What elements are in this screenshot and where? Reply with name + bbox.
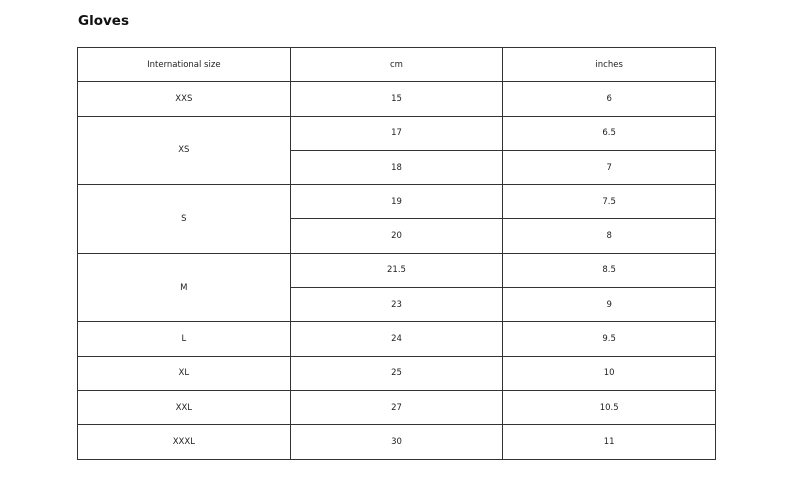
inches-cell: 11 — [502, 424, 716, 460]
cm-cell: 27 — [289, 389, 504, 426]
gloves-size-table: International size cm inches XXS 15 6 XS 17 6… — [77, 46, 716, 460]
size-cell: XXS — [77, 81, 291, 117]
size-cell: M — [77, 252, 291, 323]
table-row: XXL 27 10.5 — [77, 389, 716, 426]
table-row: L 24 9.5 — [77, 321, 716, 357]
cm-cell: 25 — [289, 355, 504, 391]
header-cm: cm — [289, 46, 504, 83]
cm-cell: 21.5 — [289, 252, 504, 289]
cm-cell: 15 — [289, 81, 504, 117]
inches-cell: 10.5 — [502, 389, 716, 426]
table-row: 23 9 — [78, 287, 716, 323]
size-cell: L — [77, 321, 291, 357]
cm-cell: 17 — [289, 115, 504, 151]
cm-cell: 24 — [289, 321, 504, 357]
size-cell: XXXL — [77, 424, 291, 460]
inches-cell: 8 — [502, 218, 716, 254]
inches-cell: 10 — [502, 355, 716, 391]
size-cell: S — [77, 184, 291, 254]
page-title: Gloves — [78, 13, 129, 29]
table-row: S 19 7.5 — [77, 184, 716, 254]
size-cell: XS — [77, 115, 291, 186]
cm-cell: 23 — [289, 287, 504, 323]
cm-cell: 19 — [289, 184, 504, 220]
size-cell: XL — [77, 355, 291, 391]
cm-cell: 20 — [289, 218, 504, 254]
cm-cell: 18 — [289, 149, 504, 186]
table-row: M 21.5 8.5 — [77, 252, 716, 323]
table-row: XXXL 30 11 — [77, 424, 716, 460]
inches-cell: 9 — [502, 287, 716, 323]
table-header-row: International size cm inches — [77, 46, 716, 83]
inches-cell: 7.5 — [502, 184, 716, 220]
inches-cell: 8.5 — [502, 252, 716, 289]
inches-cell: 7 — [502, 149, 716, 186]
inches-cell: 6 — [502, 81, 716, 117]
header-international-size: International size — [77, 46, 291, 83]
table-row: XS 17 6.5 — [77, 115, 716, 186]
table-row: XXS 15 6 — [77, 81, 716, 117]
inches-cell: 6.5 — [502, 115, 716, 151]
table-row: XL 25 10 — [77, 355, 716, 391]
header-inches: inches — [502, 46, 716, 83]
cm-cell: 30 — [289, 424, 504, 460]
inches-cell: 9.5 — [502, 321, 716, 357]
size-cell: XXL — [77, 389, 291, 426]
